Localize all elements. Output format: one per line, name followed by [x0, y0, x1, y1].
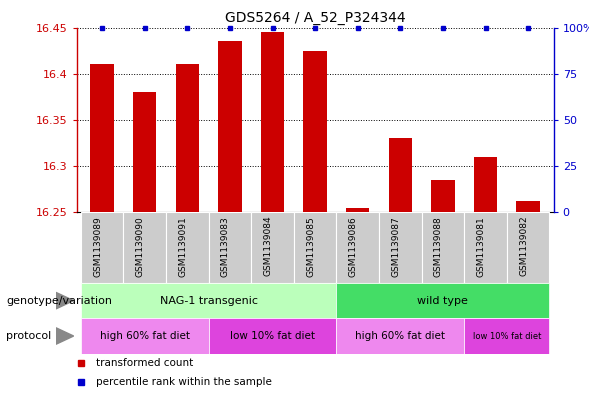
- Text: GSM1139091: GSM1139091: [178, 216, 187, 277]
- Bar: [261, 32, 284, 212]
- Bar: [379, 212, 422, 283]
- Bar: [81, 283, 336, 318]
- Text: GSM1139085: GSM1139085: [306, 216, 315, 277]
- Text: protocol: protocol: [6, 331, 51, 341]
- Text: GSM1139081: GSM1139081: [477, 216, 485, 277]
- Bar: [209, 212, 252, 283]
- Bar: [346, 208, 369, 212]
- Bar: [517, 201, 540, 212]
- Polygon shape: [56, 328, 74, 344]
- Bar: [336, 212, 379, 283]
- Text: GSM1139088: GSM1139088: [434, 216, 443, 277]
- Bar: [124, 212, 166, 283]
- Text: GSM1139086: GSM1139086: [349, 216, 358, 277]
- Bar: [81, 212, 124, 283]
- Bar: [166, 212, 209, 283]
- Text: GSM1139083: GSM1139083: [221, 216, 230, 277]
- Text: high 60% fat diet: high 60% fat diet: [100, 331, 190, 341]
- Text: GSM1139090: GSM1139090: [135, 216, 145, 277]
- Polygon shape: [56, 292, 74, 309]
- Text: transformed count: transformed count: [95, 358, 193, 367]
- Text: genotype/variation: genotype/variation: [6, 296, 112, 306]
- Text: low 10% fat diet: low 10% fat diet: [472, 332, 541, 340]
- Text: GSM1139084: GSM1139084: [263, 216, 273, 276]
- Bar: [464, 318, 550, 354]
- Bar: [81, 318, 209, 354]
- Bar: [474, 157, 497, 212]
- Bar: [336, 318, 464, 354]
- Text: GSM1139087: GSM1139087: [391, 216, 401, 277]
- Bar: [464, 212, 507, 283]
- Bar: [303, 51, 327, 212]
- Text: wild type: wild type: [418, 296, 468, 306]
- Text: NAG-1 transgenic: NAG-1 transgenic: [160, 296, 257, 306]
- Bar: [176, 64, 199, 212]
- Text: low 10% fat diet: low 10% fat diet: [230, 331, 315, 341]
- Text: high 60% fat diet: high 60% fat diet: [355, 331, 445, 341]
- Bar: [294, 212, 336, 283]
- Bar: [133, 92, 157, 212]
- Bar: [91, 64, 114, 212]
- Bar: [336, 283, 550, 318]
- Bar: [209, 318, 336, 354]
- Text: GSM1139089: GSM1139089: [93, 216, 102, 277]
- Bar: [422, 212, 464, 283]
- Title: GDS5264 / A_52_P324344: GDS5264 / A_52_P324344: [225, 11, 405, 25]
- Bar: [507, 212, 550, 283]
- Bar: [389, 138, 412, 212]
- Text: percentile rank within the sample: percentile rank within the sample: [95, 377, 272, 387]
- Bar: [218, 41, 241, 212]
- Text: GSM1139082: GSM1139082: [519, 216, 528, 276]
- Bar: [252, 212, 294, 283]
- Bar: [431, 180, 455, 212]
